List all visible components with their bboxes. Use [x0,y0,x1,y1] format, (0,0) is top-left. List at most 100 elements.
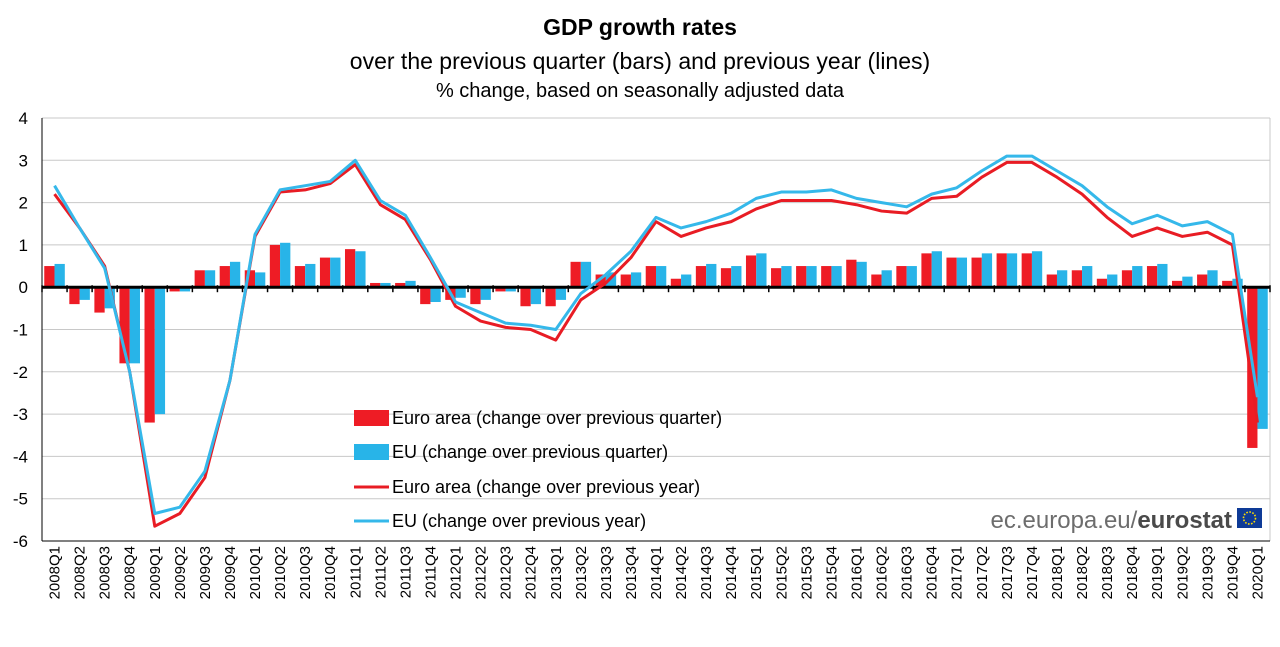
y-tick-label: 2 [19,194,28,213]
legend-label: Euro area (change over previous year) [392,477,700,497]
bar-euro-area-quarterly [796,266,807,288]
bar-euro-area-quarterly [570,261,581,288]
bar-eu-quarterly [1006,253,1018,288]
bar-euro-area-quarterly [595,274,606,288]
bar-eu-quarterly [931,251,942,288]
legend-label: Euro area (change over previous quarter) [392,408,722,428]
x-tick-label: 2016Q2 [874,546,891,599]
x-tick-label: 2016Q3 [899,546,916,599]
x-tick-label: 2011Q2 [372,546,389,598]
bar-euro-area-quarterly [470,287,481,305]
legend-swatch [354,444,389,460]
x-tick-label: 2013Q4 [623,546,640,599]
bar-euro-area-quarterly [1121,270,1133,288]
x-tick-label: 2017Q4 [1024,546,1041,599]
x-tick-label: 2014Q4 [723,546,740,599]
bar-eu-quarterly [731,266,742,288]
bar-eu-quarterly [1107,274,1118,288]
bar-eu-quarterly [229,261,241,288]
bar-euro-area-quarterly [1197,274,1208,288]
bar-euro-area-quarterly [821,266,832,288]
x-tick-label: 2018Q2 [1074,546,1091,599]
chart-subtitle-units: % change, based on seasonally adjusted d… [435,80,845,102]
x-tick-label: 2015Q3 [798,546,815,599]
bar-euro-area-quarterly [896,266,907,288]
bar-euro-area-quarterly [269,244,281,288]
line-series-group [53,154,1259,528]
bar-euro-area-quarterly [144,287,155,423]
x-tick-label: 2008Q2 [72,546,89,599]
bar-eu-quarterly [981,253,993,288]
bar-euro-area-quarterly [44,266,55,288]
bar-euro-area-quarterly [395,282,406,288]
bar-eu-quarterly [530,287,541,305]
legend-swatch [354,410,389,426]
x-tick-label: 2018Q3 [1099,546,1116,599]
bar-eu-quarterly [1182,276,1193,288]
y-tick-label: -3 [13,405,28,424]
bar-euro-area-quarterly [344,249,356,288]
x-tick-label: 2012Q1 [448,546,465,599]
x-tick-labels: 2008Q1 2008Q2 2008Q3 2008Q4 2009Q1 2009Q2 2009… [47,546,1267,599]
x-tick-label: 2015Q2 [773,546,790,599]
x-tick-label: 2018Q1 [1049,546,1066,599]
y-tick-label: 4 [19,109,28,128]
bar-eu-quarterly [154,287,166,415]
bar-euro-area-quarterly [946,257,957,288]
y-tick-label: 3 [19,151,28,170]
bar-euro-area-quarterly [695,266,707,288]
bar-euro-area-quarterly [194,270,205,288]
bar-eu-quarterly [405,280,416,288]
source-brand: eurostat [1137,507,1232,534]
bar-eu-quarterly [204,270,216,288]
bar-eu-quarterly [781,266,792,288]
legend: Euro area (change over previous quarter)… [354,408,722,531]
bar-eu-quarterly [706,263,717,288]
x-tick-label: 2019Q2 [1174,546,1191,599]
bar-eu-quarterly [1157,263,1168,288]
bar-euro-area-quarterly [871,274,882,288]
x-tick-label: 2019Q1 [1149,546,1166,599]
y-tick-label: -6 [13,532,28,551]
bar-euro-area-quarterly [119,287,130,364]
bar-euro-area-quarterly [996,253,1007,288]
bar-euro-area-quarterly [219,266,230,288]
x-tick-label: 2013Q1 [548,546,565,599]
x-tick-label: 2015Q4 [823,546,840,599]
bar-euro-area-quarterly [1172,280,1183,288]
x-tick-label: 2015Q1 [748,546,765,599]
x-tick-label: 2013Q3 [598,546,615,599]
x-tick-label: 2013Q2 [573,546,590,599]
bar-euro-area-quarterly [921,253,932,288]
bar-eu-quarterly [906,266,917,288]
bar-eu-quarterly [1257,287,1268,429]
line-eu-yearly [53,154,1259,515]
bar-euro-area-quarterly [771,268,782,288]
bar-euro-area-quarterly [1146,266,1158,288]
x-tick-label: 2008Q4 [122,546,139,599]
x-tick-label: 2010Q4 [322,546,339,599]
bar-euro-area-quarterly [294,266,306,288]
x-tick-label: 2012Q2 [473,546,490,599]
legend-label: EU (change over previous year) [392,511,646,531]
bar-euro-area-quarterly [520,287,531,307]
bar-euro-area-quarterly [1096,278,1108,288]
bar-eu-quarterly [54,263,65,288]
x-tick-label: 2017Q3 [999,546,1016,599]
bar-eu-quarterly [505,287,516,292]
y-tick-label: -1 [13,321,28,340]
chart-subtitle: over the previous quarter (bars) and pre… [349,48,931,74]
x-tick-label: 2010Q1 [247,546,264,599]
bar-euro-area-quarterly [620,274,631,288]
y-tick-labels: -6 -5 -4 -3 -2 -1 0 1 2 3 4 [13,109,28,551]
x-tick-label: 2020Q1 [1249,546,1266,599]
bar-euro-area-quarterly [1046,274,1057,288]
bar-eu-quarterly [305,263,316,288]
bar-eu-quarterly [1082,266,1093,288]
bar-euro-area-quarterly [1222,280,1233,288]
bar-eu-quarterly [480,287,491,300]
bar-eu-quarterly [806,266,817,288]
bar-eu-quarterly [756,253,767,288]
x-tick-label: 2014Q3 [698,546,715,599]
bar-eu-quarterly [1207,270,1218,288]
